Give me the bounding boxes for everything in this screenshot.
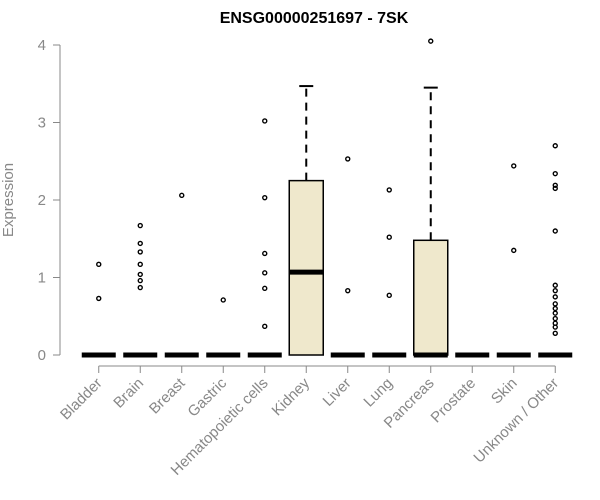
outlier-point <box>552 182 558 188</box>
outlier-point <box>262 250 268 257</box>
box-series <box>81 38 573 358</box>
y-tick-label: 4 <box>38 37 46 54</box>
outlier-point <box>552 185 558 192</box>
y-axis-label: Expression <box>0 163 17 237</box>
x-tick-label: Liver <box>320 375 355 410</box>
box-group <box>330 156 365 358</box>
outlier-point <box>137 240 143 247</box>
outlier-point <box>552 228 558 234</box>
x-tick-label: Skin <box>488 375 521 408</box>
outlier-point <box>137 277 143 284</box>
outlier-point <box>552 315 558 322</box>
y-tick-label: 1 <box>38 270 46 287</box>
outlier-point <box>386 187 392 193</box>
outlier-point <box>262 118 268 124</box>
box-group <box>206 297 241 358</box>
box-group <box>247 118 282 358</box>
outlier-point <box>220 297 226 303</box>
outlier-point <box>428 38 434 44</box>
outlier-point <box>262 285 268 292</box>
outlier-point <box>137 261 143 268</box>
box-group <box>372 187 407 358</box>
box-group <box>164 192 199 358</box>
outlier-point <box>262 323 268 330</box>
outlier-point <box>386 234 392 240</box>
y-tick-label: 2 <box>38 192 46 209</box>
box-rect <box>413 239 449 356</box>
outlier-point <box>552 310 558 316</box>
chart-title: ENSG00000251697 - 7SK <box>220 10 409 27</box>
outlier-point <box>552 170 558 177</box>
outlier-point <box>96 261 102 268</box>
box-group <box>81 261 116 358</box>
outlier-point <box>262 270 268 276</box>
outlier-point <box>345 156 351 162</box>
outlier-point <box>345 287 351 294</box>
outlier-point <box>137 284 143 291</box>
outlier-point <box>552 282 558 288</box>
box-group <box>413 38 449 358</box>
box-group <box>288 85 324 356</box>
outlier-point <box>137 271 143 278</box>
outlier-point <box>552 301 558 307</box>
outlier-point <box>386 292 392 299</box>
box-rect <box>288 179 324 356</box>
outlier-point <box>552 287 558 294</box>
x-tick-label: Brain <box>110 375 147 412</box>
y-tick-label: 3 <box>38 115 46 132</box>
y-axis: 0 1 2 3 4 <box>38 37 61 364</box>
outlier-point <box>552 330 558 336</box>
x-tick-label: Kidney <box>269 374 314 419</box>
outlier-point <box>552 305 558 312</box>
x-tick-label: Lung <box>360 375 396 411</box>
box-group <box>496 163 531 358</box>
outlier-point <box>137 249 143 255</box>
outlier-point <box>552 320 558 326</box>
box-group <box>123 222 158 358</box>
box-group <box>538 143 573 358</box>
outlier-point <box>179 192 185 199</box>
x-tick-label: Breast <box>146 374 189 417</box>
outlier-point <box>511 247 517 254</box>
outlier-point <box>511 163 517 169</box>
y-tick-label: 0 <box>38 347 46 364</box>
outlier-point <box>552 143 558 149</box>
outlier-point <box>137 222 143 229</box>
outlier-point <box>552 294 558 300</box>
outlier-point <box>96 295 102 302</box>
x-tick-label: Prostate <box>428 375 480 427</box>
outlier-point <box>262 194 268 201</box>
x-tick-label: Bladder <box>57 375 106 424</box>
